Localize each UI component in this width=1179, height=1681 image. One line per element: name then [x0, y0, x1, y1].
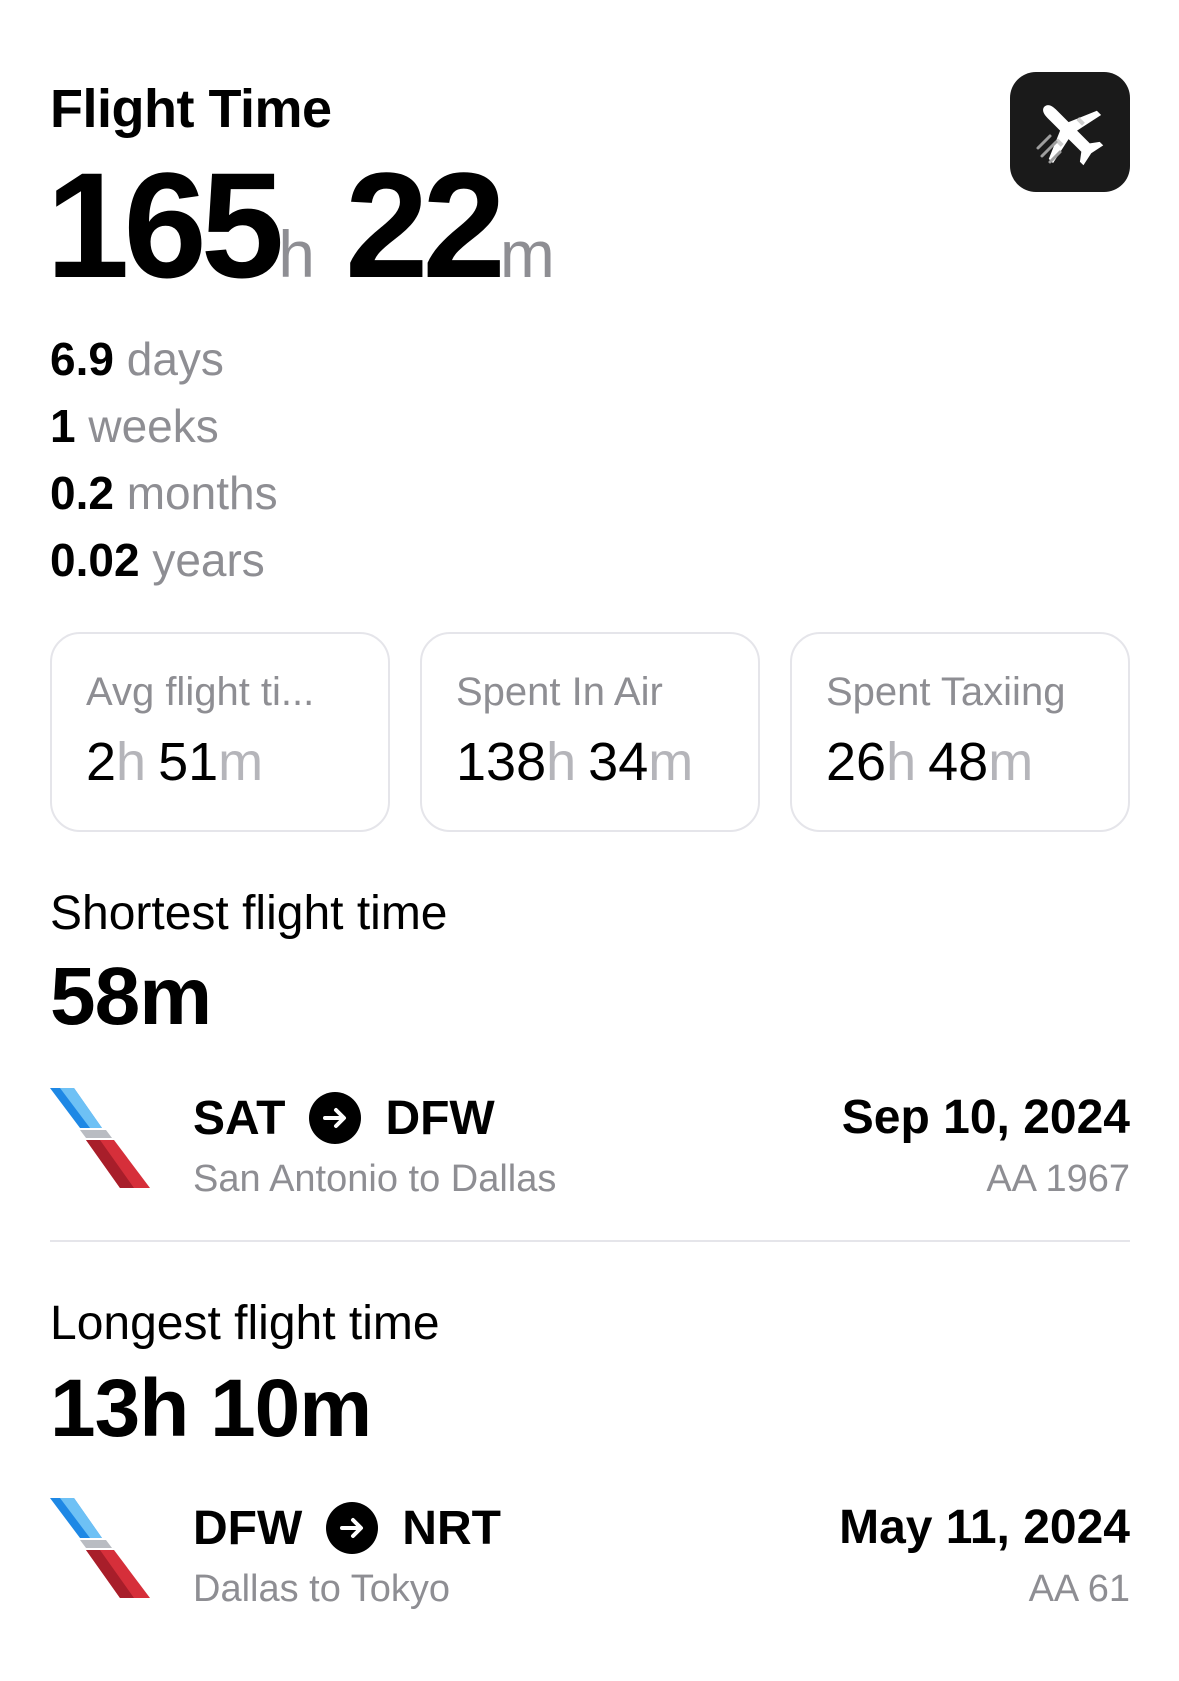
card-label: Spent In Air — [456, 670, 663, 714]
flight-number: AA 1967 — [986, 1158, 1130, 1200]
destination-code: DFW — [385, 1091, 495, 1145]
card-hours: 138 — [456, 732, 547, 792]
shortest-flight-value: 58m — [50, 951, 212, 1042]
shortest-flight-label: Shortest flight time — [50, 887, 448, 940]
conversion-days: 6.9 days — [50, 326, 278, 393]
card-minutes-unit: m — [648, 732, 694, 792]
american-airlines-logo-icon — [50, 1088, 150, 1188]
card-hours-unit: h — [116, 732, 147, 792]
card-hours: 2 — [86, 732, 117, 792]
conversion-value: 0.2 — [50, 467, 114, 519]
route-description: Dallas to Tokyo — [193, 1568, 450, 1610]
card-value: 2h 51m — [86, 731, 388, 793]
minutes-unit: m — [499, 217, 555, 291]
longest-flight-label: Longest flight time — [50, 1297, 440, 1350]
card-minutes-unit: m — [218, 732, 264, 792]
conversion-value: 6.9 — [50, 333, 114, 385]
conversion-value: 0.02 — [50, 534, 140, 586]
card-hours-unit: h — [886, 732, 917, 792]
card-hours-unit: h — [546, 732, 577, 792]
flight-date: Sep 10, 2024 — [841, 1091, 1130, 1144]
avg-flight-time-card[interactable]: Avg flight ti... 2h 51m — [50, 632, 390, 832]
conversion-value: 1 — [50, 400, 76, 452]
conversion-weeks: 1 weeks — [50, 393, 278, 460]
total-minutes: 22 — [345, 141, 506, 309]
conversion-unit: days — [126, 333, 224, 385]
card-hours: 26 — [826, 732, 887, 792]
stat-cards: Avg flight ti... 2h 51m Spent In Air 138h… — [50, 632, 1130, 832]
american-airlines-logo-icon — [50, 1498, 150, 1598]
divider — [50, 1240, 1130, 1242]
conversion-years: 0.02 years — [50, 527, 278, 594]
spent-in-air-card[interactable]: Spent In Air 138h 34m — [420, 632, 760, 832]
route-description: San Antonio to Dallas — [193, 1158, 557, 1200]
conversion-unit: weeks — [88, 400, 219, 452]
origin-code: DFW — [193, 1501, 303, 1555]
flight-route: SAT DFW — [193, 1088, 495, 1148]
total-hours: 165 — [46, 141, 284, 309]
time-conversions: 6.9 days 1 weeks 0.2 months 0.02 years — [50, 326, 278, 594]
total-flight-time: 165h 22m — [46, 150, 585, 300]
arrow-right-icon — [326, 1502, 379, 1554]
origin-code: SAT — [193, 1091, 286, 1145]
airplane-icon[interactable] — [1010, 72, 1130, 192]
card-label: Avg flight ti... — [86, 670, 315, 714]
card-minutes: 34 — [588, 732, 649, 792]
card-minutes: 48 — [928, 732, 989, 792]
arrow-right-icon — [309, 1092, 362, 1144]
conversion-unit: months — [126, 467, 278, 519]
card-minutes-unit: m — [988, 732, 1034, 792]
longest-flight-row[interactable]: DFW NRT Dallas to Tokyo May 11, 2024 AA … — [50, 1498, 1130, 1610]
page-title: Flight Time — [50, 79, 332, 139]
card-value: 26h 48m — [826, 731, 1128, 793]
flight-route: DFW NRT — [193, 1498, 501, 1558]
longest-flight-value: 13h 10m — [50, 1363, 372, 1454]
card-value: 138h 34m — [456, 731, 758, 793]
spent-taxiing-card[interactable]: Spent Taxiing 26h 48m — [790, 632, 1130, 832]
hours-unit: h — [278, 217, 315, 291]
conversion-months: 0.2 months — [50, 460, 278, 527]
destination-code: NRT — [402, 1501, 501, 1555]
conversion-unit: years — [152, 534, 265, 586]
flight-number: AA 61 — [1028, 1568, 1130, 1610]
card-label: Spent Taxiing — [826, 670, 1066, 714]
flight-date: May 11, 2024 — [839, 1501, 1130, 1554]
airplane-glyph — [1036, 105, 1104, 166]
card-minutes: 51 — [158, 732, 219, 792]
shortest-flight-row[interactable]: SAT DFW San Antonio to Dallas Sep 10, 20… — [50, 1088, 1130, 1200]
